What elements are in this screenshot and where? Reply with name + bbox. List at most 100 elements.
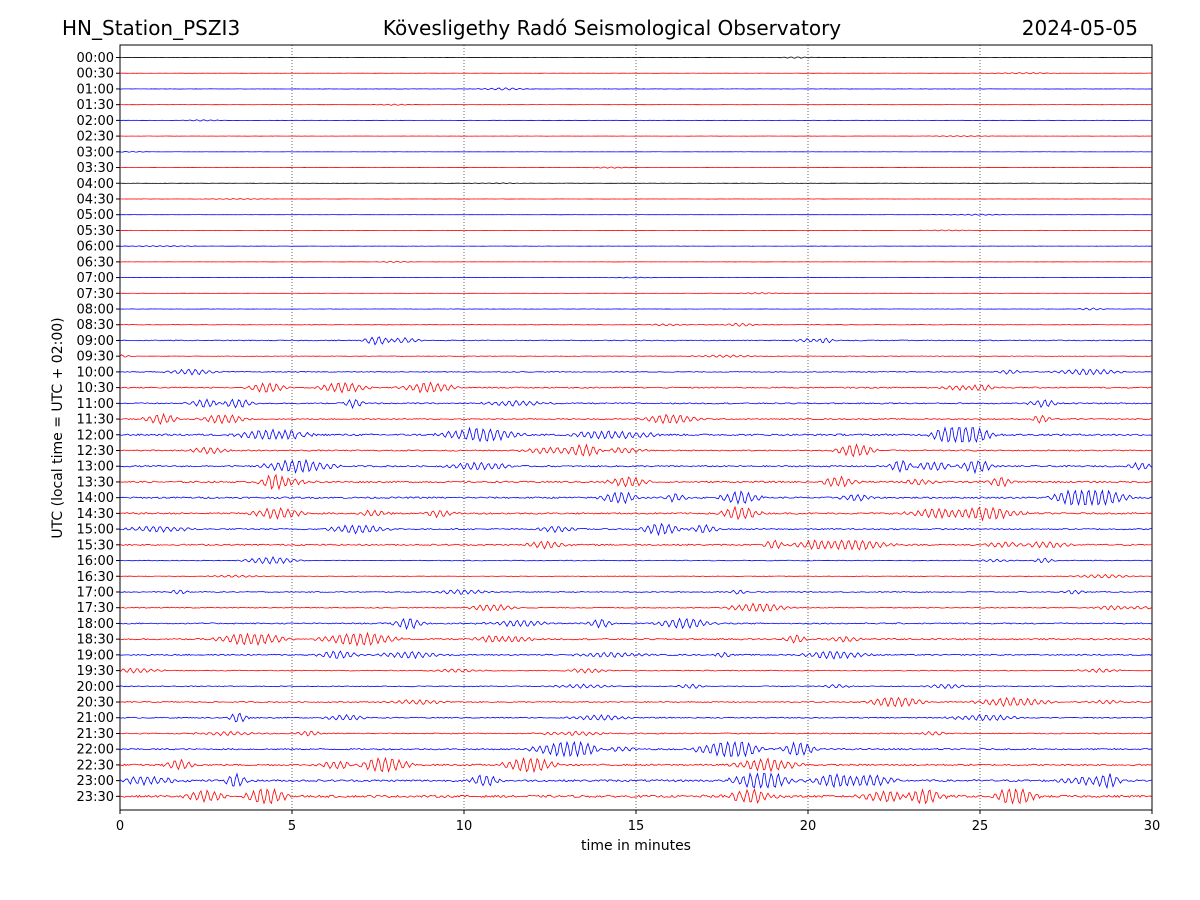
trace-1930 [119,667,1153,674]
row-time-label: 18:00 [77,617,114,632]
trace-2330 [119,787,1153,805]
x-tick-label: 10 [456,819,473,834]
trace-1130 [119,412,1153,425]
row-time-label: 01:00 [77,82,114,97]
trace-2200 [119,740,1153,758]
trace-1900 [119,650,1153,660]
x-tick-label: 0 [116,819,124,834]
trace-0600 [119,245,1153,247]
trace-2130 [119,730,1153,737]
trace-2230 [119,756,1153,774]
row-time-label: 09:00 [77,334,114,349]
trace-1830 [119,631,1153,647]
row-time-label: 07:30 [77,287,114,302]
row-time-label: 20:30 [77,696,114,711]
trace-0530 [119,229,1153,232]
trace-2300 [119,772,1153,790]
trace-0900 [119,336,1153,346]
row-time-label: 23:30 [77,790,114,805]
row-time-label: 14:30 [77,507,114,522]
row-time-label: 13:30 [77,475,114,490]
row-time-label: 01:30 [77,98,114,113]
row-time-label: 08:30 [77,318,114,333]
trace-2100 [119,712,1153,723]
row-time-label: 22:30 [77,758,114,773]
row-time-label: 00:00 [77,51,114,66]
row-time-label: 17:30 [77,601,114,616]
trace-0500 [119,213,1153,216]
row-time-label: 06:30 [77,255,114,270]
trace-0330 [119,166,1153,169]
trace-1530 [119,539,1153,551]
trace-1800 [119,617,1153,631]
x-tick-label: 25 [972,819,989,834]
trace-2030 [119,696,1153,708]
row-time-label: 22:00 [77,743,114,758]
trace-0830 [119,322,1153,327]
row-time-label: 21:30 [77,727,114,742]
x-tick-label: 15 [628,819,645,834]
x-tick-labels: 0 5 10 15 20 25 30 [116,810,1160,834]
trace-1100 [119,398,1153,410]
row-time-label: 14:00 [77,491,114,506]
trace-0930 [119,354,1153,358]
row-time-label: 05:30 [77,224,114,239]
x-tick-label: 5 [288,819,296,834]
trace-0100 [119,87,1153,91]
chart-date: 2024-05-05 [1022,16,1138,40]
row-time-label: 13:00 [77,460,114,475]
trace-1430 [119,505,1153,522]
trace-0430 [119,198,1153,200]
trace-0230 [120,135,1153,137]
trace-0800 [119,307,1153,311]
trace-0730 [119,292,1153,295]
trace-2000 [119,683,1153,690]
row-time-label: 12:30 [77,444,114,459]
trace-0700 [119,276,1153,279]
station-name: HN_Station_PSZI3 [62,16,240,40]
trace-1500 [119,522,1153,537]
row-time-label: 02:00 [77,114,114,129]
row-time-label: 23:00 [77,774,114,789]
trace-0030 [119,72,1152,75]
trace-1330 [119,473,1153,491]
row-time-label: 08:00 [77,303,114,318]
row-time-label: 15:00 [77,523,114,538]
trace-1600 [119,556,1153,565]
trace-1230 [119,443,1153,458]
y-axis-label: UTC (local time = UTC + 02:00) [50,317,66,538]
row-time-label: 17:00 [77,585,114,600]
trace-0400 [119,182,1153,185]
x-axis-label: time in minutes [581,838,691,854]
chart-title: Kövesligethy Radó Seismological Observat… [383,16,841,40]
row-time-label: 10:00 [77,365,114,380]
row-time-label: 15:30 [77,538,114,553]
trace-0630 [119,260,1153,263]
row-time-label: 03:00 [77,145,114,160]
y-tick-labels: 00:0000:3001:0001:3002:0002:3003:0003:30… [77,51,120,805]
row-time-label: 16:30 [77,570,114,585]
trace-1030 [119,381,1153,394]
row-time-label: 06:00 [77,240,114,255]
trace-0130 [119,103,1153,106]
trace-1730 [119,602,1153,613]
trace-group [119,56,1153,805]
trace-1400 [119,489,1153,507]
row-time-label: 04:00 [77,177,114,192]
row-time-label: 02:30 [77,130,114,145]
row-time-label: 03:30 [77,161,114,176]
trace-1630 [119,573,1153,579]
row-time-label: 19:30 [77,664,114,679]
row-time-label: 10:30 [77,381,114,396]
trace-1000 [119,368,1153,376]
row-time-label: 11:00 [77,397,114,412]
trace-1200 [119,426,1152,444]
x-tick-label: 30 [1144,819,1161,834]
trace-0300 [119,151,1153,153]
trace-1300 [119,458,1153,475]
row-time-label: 18:30 [77,633,114,648]
row-time-label: 09:30 [77,350,114,365]
row-time-label: 19:00 [77,648,114,663]
trace-1700 [119,589,1153,595]
